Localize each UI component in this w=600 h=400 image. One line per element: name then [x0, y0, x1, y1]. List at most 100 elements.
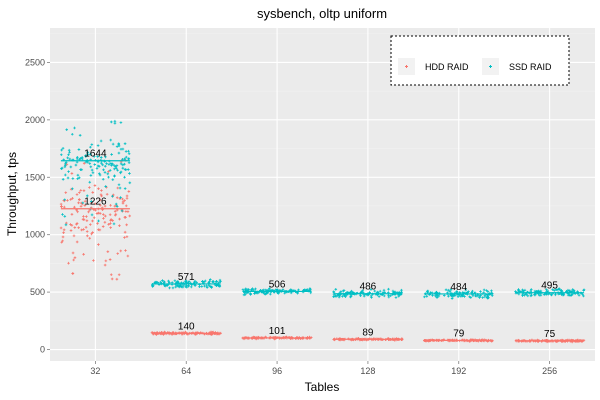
- data-point: [85, 230, 89, 233]
- data-point: [60, 240, 64, 244]
- data-point: [125, 223, 128, 227]
- data-point: [104, 155, 107, 159]
- data-point: [104, 259, 108, 263]
- mean-label: 571: [178, 272, 195, 283]
- data-point: [93, 202, 97, 206]
- data-point: [117, 151, 121, 155]
- data-point: [96, 155, 100, 158]
- data-point: [63, 205, 66, 209]
- data-point: [163, 284, 167, 288]
- data-point: [85, 194, 89, 198]
- data-point: [448, 290, 452, 293]
- data-point: [75, 193, 79, 196]
- data-point: [198, 285, 201, 289]
- data-point: [110, 277, 114, 281]
- data-point: [119, 147, 123, 151]
- data-point: [98, 172, 101, 175]
- data-point: [115, 145, 119, 148]
- data-point: [126, 254, 130, 258]
- data-point: [77, 226, 80, 229]
- data-point: [82, 189, 86, 192]
- data-point: [78, 191, 81, 194]
- x-tick-label: 32: [90, 366, 100, 376]
- data-point: [554, 293, 557, 297]
- data-point: [98, 203, 102, 207]
- data-point: [72, 234, 76, 238]
- data-point: [479, 294, 482, 297]
- data-point: [89, 152, 92, 156]
- data-point: [187, 284, 190, 287]
- data-point: [546, 292, 550, 296]
- data-point: [437, 294, 441, 298]
- data-point: [107, 170, 110, 173]
- data-point: [71, 272, 74, 275]
- data-point: [185, 280, 188, 284]
- data-point: [113, 167, 116, 171]
- data-point: [89, 223, 92, 226]
- data-point: [107, 163, 111, 166]
- data-point: [389, 294, 393, 298]
- data-point: [73, 256, 77, 259]
- data-point: [251, 287, 254, 291]
- data-point: [369, 294, 373, 298]
- data-point: [101, 177, 105, 181]
- data-point: [203, 284, 206, 288]
- data-point: [181, 285, 185, 289]
- data-point: [98, 212, 102, 215]
- data-point: [218, 278, 222, 282]
- data-point: [123, 230, 127, 234]
- data-point: [88, 162, 92, 165]
- data-point: [83, 204, 87, 207]
- data-point: [99, 156, 103, 159]
- mean-label: 506: [269, 279, 286, 290]
- data-point: [214, 284, 218, 287]
- data-point: [471, 289, 474, 293]
- data-point: [79, 157, 82, 160]
- data-point: [110, 120, 113, 124]
- data-point: [187, 280, 191, 283]
- data-point: [75, 157, 79, 161]
- data-point: [71, 196, 74, 200]
- data-point: [469, 296, 473, 299]
- data-point: [73, 126, 76, 130]
- data-point: [447, 288, 450, 292]
- data-point: [203, 279, 207, 283]
- data-point: [98, 173, 102, 177]
- data-point: [168, 286, 171, 290]
- data-point: [65, 128, 69, 131]
- data-point: [397, 294, 401, 298]
- data-point: [111, 194, 114, 198]
- mean-label: 89: [362, 327, 374, 338]
- data-point: [92, 216, 96, 220]
- data-point: [244, 287, 248, 291]
- data-point: [81, 201, 85, 205]
- data-point: [571, 288, 575, 291]
- data-point: [98, 228, 102, 232]
- data-point: [90, 143, 94, 146]
- data-point: [70, 132, 74, 136]
- data-point: [71, 251, 75, 255]
- data-point: [103, 263, 107, 267]
- data-point: [442, 294, 446, 297]
- data-point: [82, 228, 85, 231]
- data-point: [176, 280, 180, 283]
- mean-label: 79: [453, 328, 465, 339]
- data-point: [62, 228, 66, 232]
- data-point: [444, 288, 448, 292]
- data-point: [254, 287, 257, 291]
- data-point: [334, 287, 338, 291]
- data-point: [92, 155, 96, 158]
- data-point: [102, 168, 105, 172]
- y-tick-label: 500: [30, 287, 45, 297]
- data-point: [69, 198, 73, 201]
- data-point: [110, 153, 113, 156]
- data-point: [377, 295, 381, 298]
- data-point: [517, 289, 521, 293]
- data-point: [167, 279, 170, 283]
- data-point: [66, 199, 69, 202]
- y-axis-title: Throughput, tps: [5, 152, 19, 236]
- data-point: [109, 222, 112, 225]
- data-point: [108, 213, 112, 217]
- data-point: [63, 164, 67, 167]
- data-point: [112, 163, 116, 167]
